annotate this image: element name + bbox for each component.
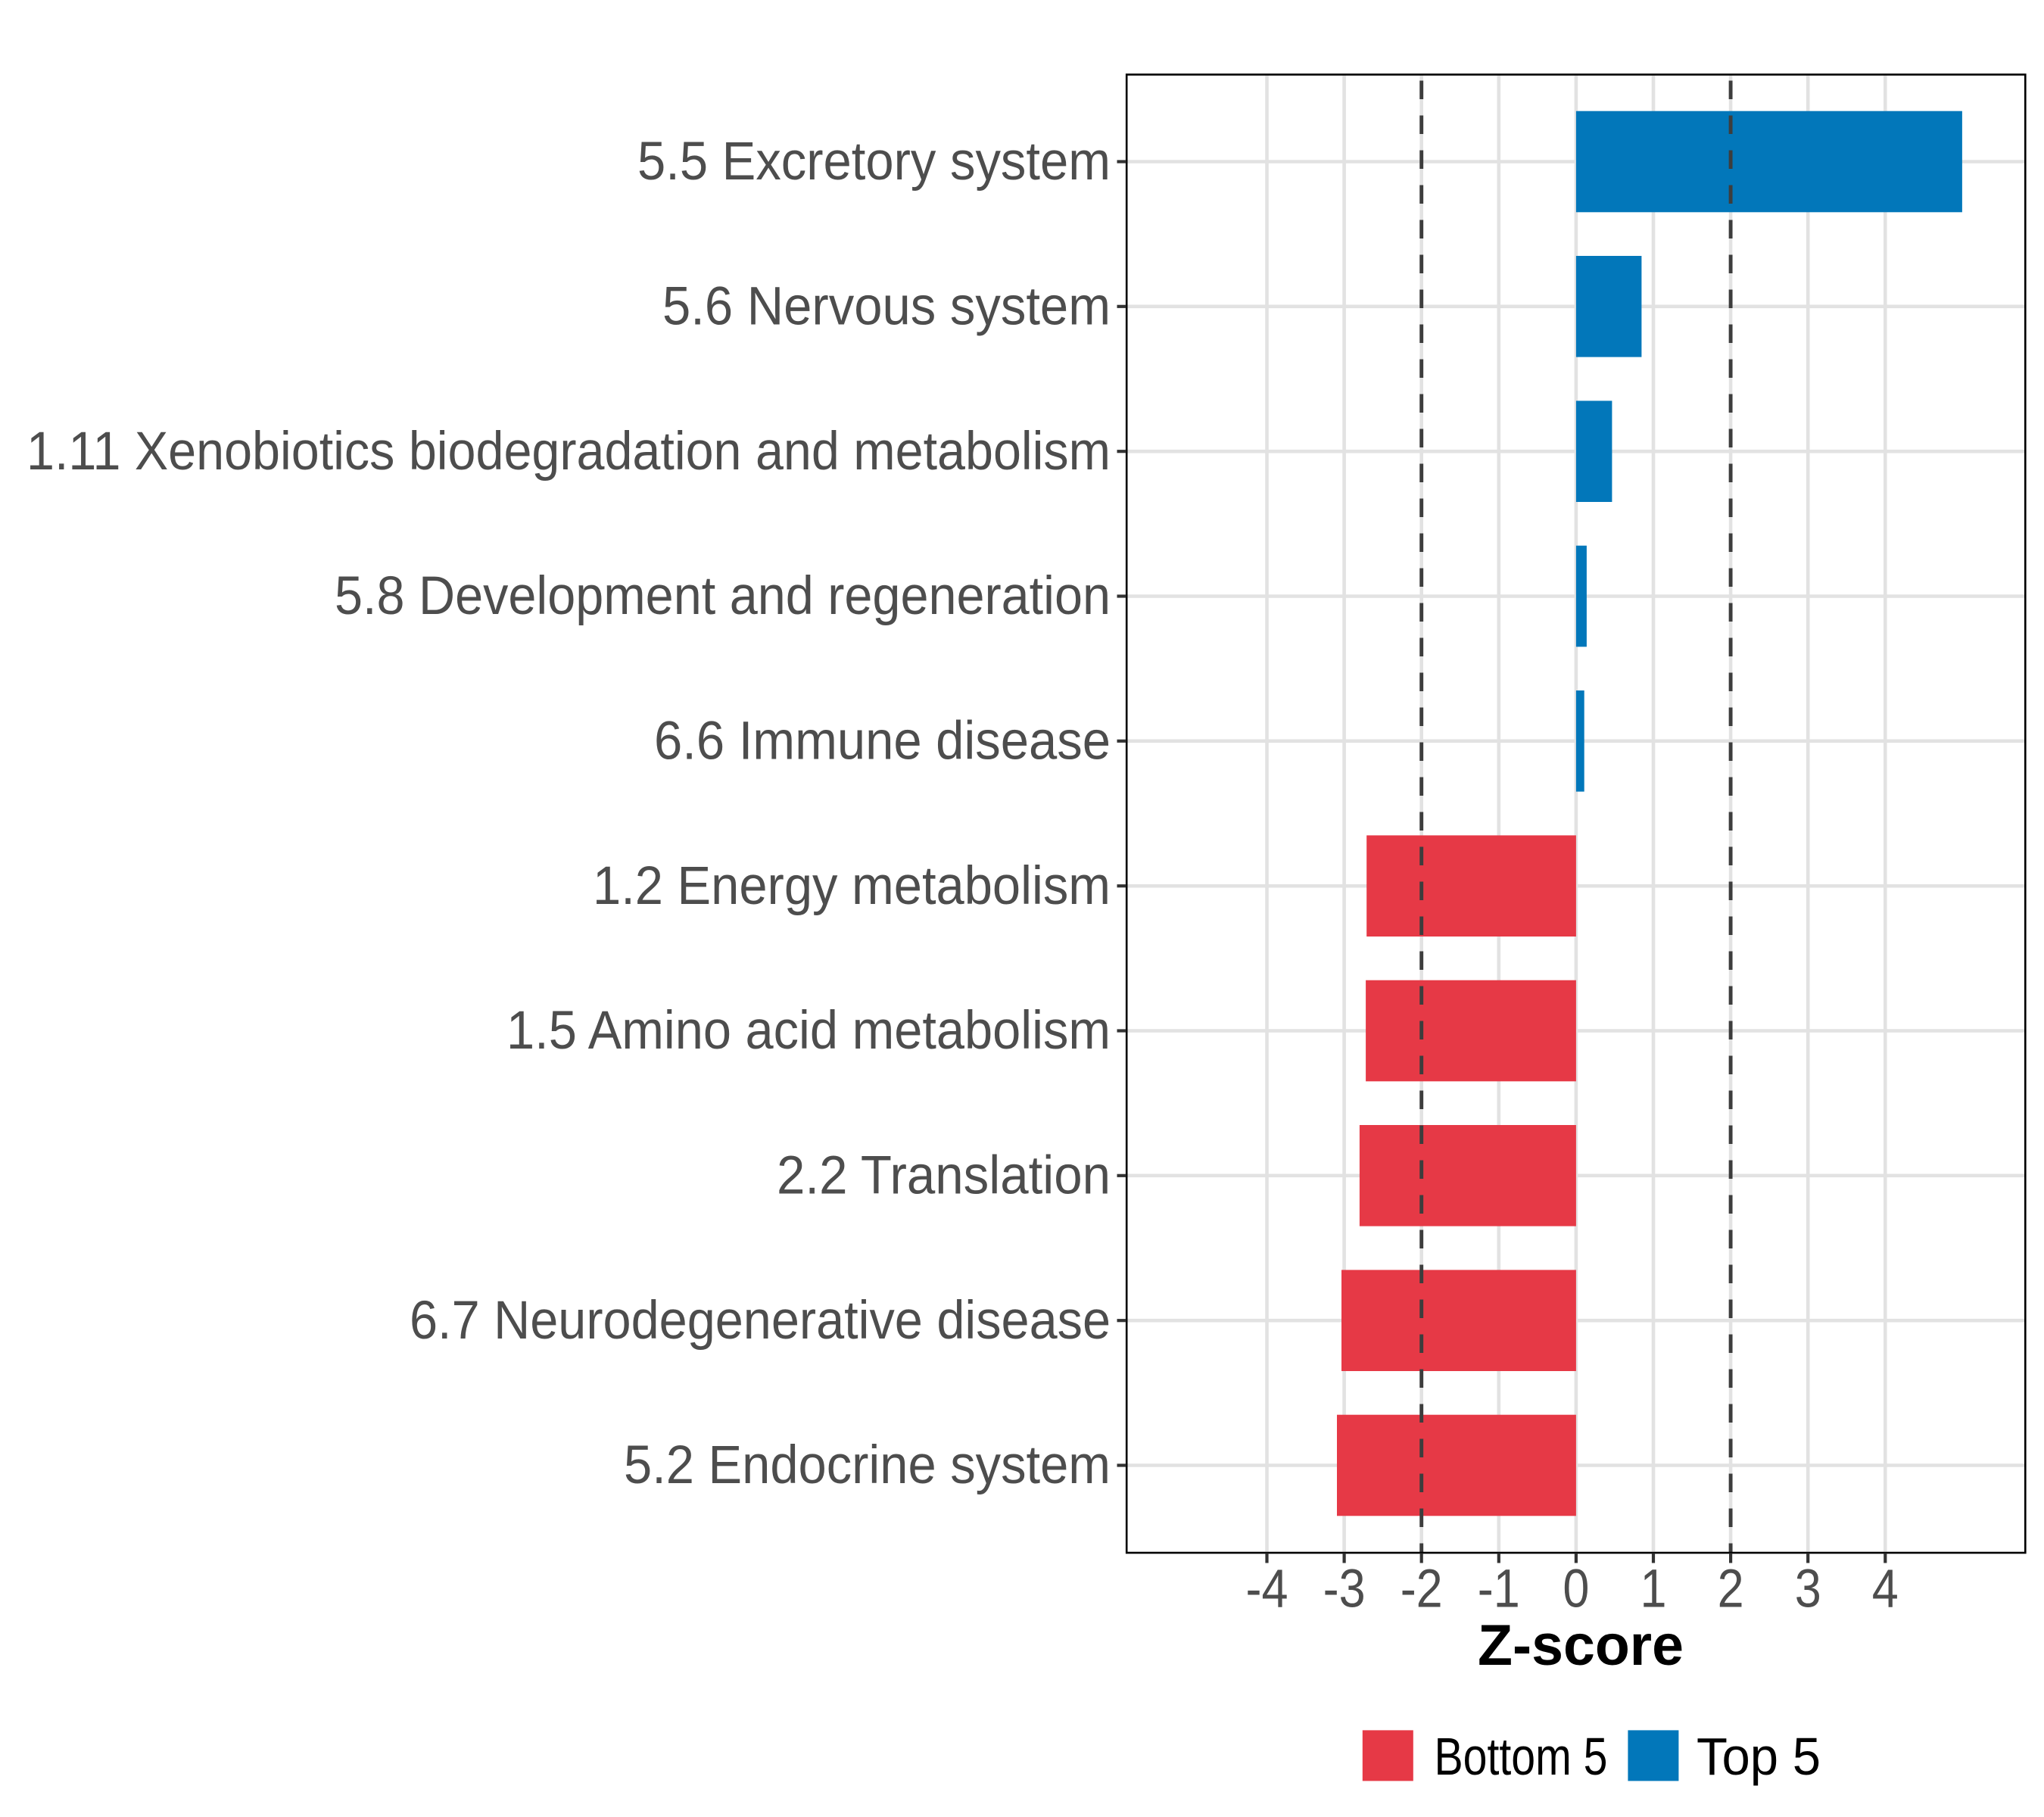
svg-text:-4: -4 (1246, 1560, 1288, 1619)
svg-text:1: 1 (1640, 1560, 1667, 1619)
svg-text:3: 3 (1795, 1560, 1821, 1619)
svg-text:5.2 Endocrine system: 5.2 Endocrine system (624, 1435, 1111, 1495)
svg-text:6.7 Neurodegenerative disease: 6.7 Neurodegenerative disease (410, 1291, 1111, 1351)
svg-text:Top 5: Top 5 (1697, 1727, 1821, 1786)
svg-text:1.11 Xenobiotics biodegradatio: 1.11 Xenobiotics biodegradation and meta… (26, 422, 1111, 482)
svg-text:1.5 Amino acid metabolism: 1.5 Amino acid metabolism (506, 1001, 1111, 1061)
svg-text:0: 0 (1563, 1560, 1589, 1619)
svg-text:-3: -3 (1323, 1560, 1366, 1619)
svg-text:4: 4 (1872, 1560, 1899, 1619)
svg-text:5.6 Nervous system: 5.6 Nervous system (662, 277, 1111, 337)
svg-text:Bottom 5: Bottom 5 (1435, 1727, 1608, 1786)
svg-text:2.2 Translation: 2.2 Translation (777, 1146, 1111, 1206)
svg-text:5.5 Excretory system: 5.5 Excretory system (637, 132, 1111, 192)
svg-text:6.6 Immune disease: 6.6 Immune disease (654, 712, 1111, 771)
svg-text:-2: -2 (1401, 1560, 1443, 1619)
svg-text:1.2 Energy metabolism: 1.2 Energy metabolism (593, 856, 1111, 916)
svg-text:-1: -1 (1478, 1560, 1520, 1619)
svg-text:2: 2 (1718, 1560, 1744, 1619)
svg-text:Z-score: Z-score (1478, 1613, 1684, 1678)
svg-text:5.8 Development and regenerati: 5.8 Development and regeneration (335, 566, 1111, 626)
